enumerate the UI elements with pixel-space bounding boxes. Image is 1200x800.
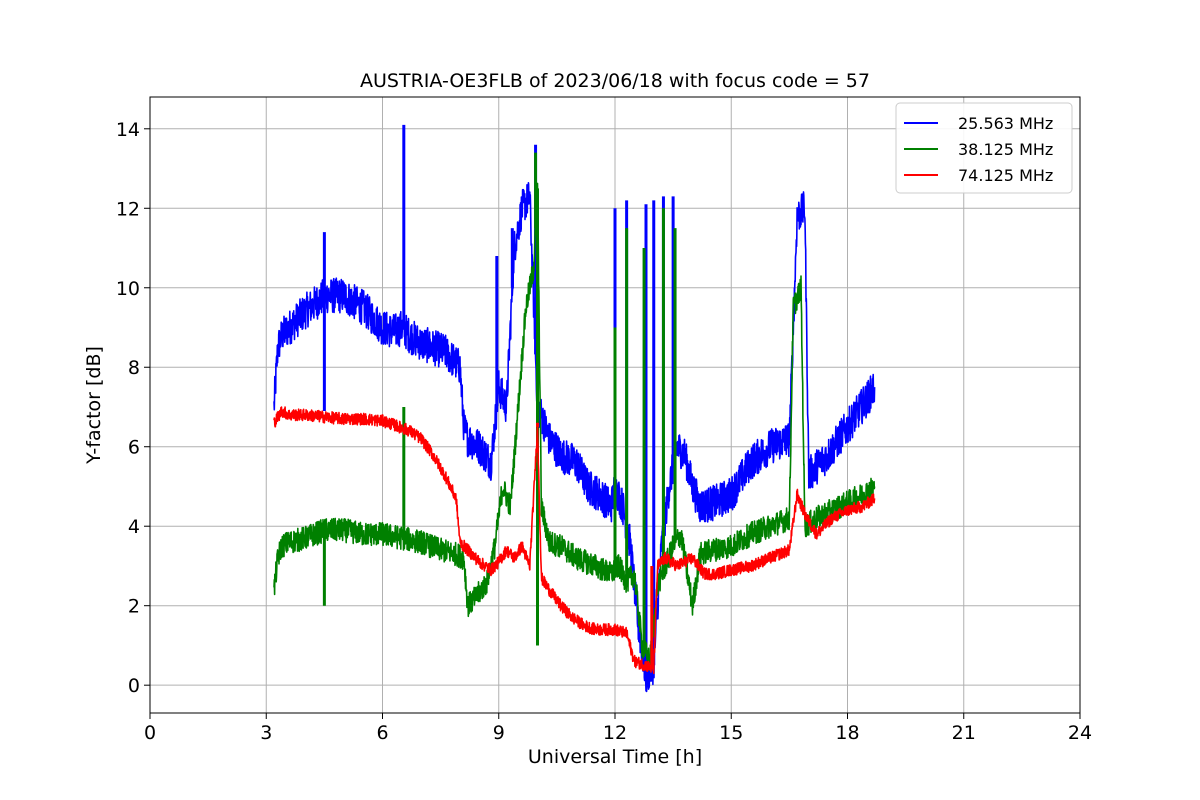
legend-label: 38.125 MHz (958, 140, 1053, 159)
x-axis-label: Universal Time [h] (528, 746, 702, 768)
x-tick-label: 6 (376, 722, 388, 744)
y-tick-label: 14 (116, 119, 140, 141)
x-tick-label: 0 (144, 722, 156, 744)
x-tick-label: 3 (260, 722, 272, 744)
legend-label: 25.563 MHz (958, 114, 1053, 133)
series-line-3 (273, 406, 876, 675)
x-tick-label: 9 (493, 722, 505, 744)
series-layer (273, 124, 876, 693)
y-tick-label: 6 (128, 437, 140, 459)
x-tick-label: 21 (952, 722, 976, 744)
y-tick-label: 10 (116, 278, 140, 300)
x-tick-label: 24 (1068, 722, 1092, 744)
x-tick-label: 15 (719, 722, 743, 744)
y-axis-label: Y-factor [dB] (83, 346, 105, 465)
y-tick-label: 8 (128, 357, 140, 379)
series-line-2 (273, 182, 876, 671)
y-tick-label: 12 (116, 198, 140, 220)
y-tick-label: 0 (128, 675, 140, 697)
legend-label: 74.125 MHz (958, 166, 1053, 185)
legend: 25.563 MHz 38.125 MHz 74.125 MHz (895, 102, 1073, 194)
chart-title: AUSTRIA-OE3FLB of 2023/06/18 with focus … (360, 70, 870, 92)
x-tick-label: 12 (603, 722, 627, 744)
y-tick-label: 2 (128, 596, 140, 618)
x-tick-label: 18 (835, 722, 859, 744)
series-line-1 (273, 182, 876, 693)
legend-box (895, 102, 1073, 194)
y-tick-label: 4 (128, 516, 140, 538)
